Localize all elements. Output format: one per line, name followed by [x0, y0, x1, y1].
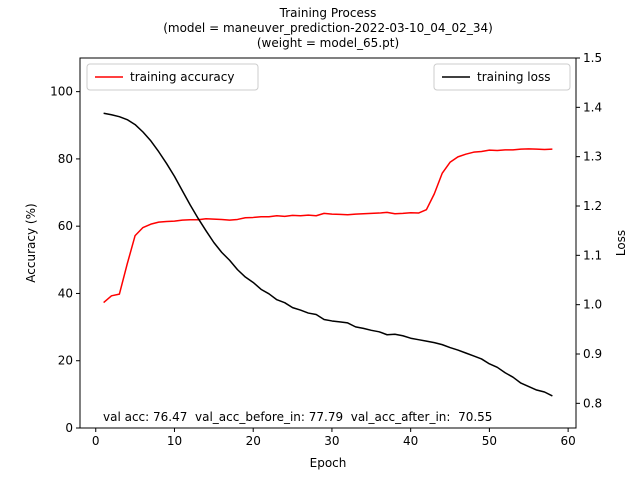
legend-label: training accuracy [130, 70, 234, 84]
y-axis-right-ticks: 0.8 0.9 1.0 1.1 1.2 1.3 1.4 1.5 [576, 51, 602, 410]
y-axis-left-ticks: 0 20 40 60 80 100 [50, 85, 80, 435]
legend-label: training loss [477, 70, 550, 84]
y-left-tick-label: 0 [65, 421, 73, 435]
x-tick-label: 30 [324, 434, 339, 448]
series-line-training-loss [103, 112, 553, 397]
y-right-tick-label: 1.3 [583, 150, 602, 164]
title-line-2: (model = maneuver_prediction-2022-03-10_… [163, 21, 493, 35]
title-line-3: (weight = model_65.pt) [257, 36, 399, 50]
x-tick-label: 0 [92, 434, 100, 448]
y-left-tick-label: 40 [58, 286, 73, 300]
y-right-tick-label: 1.2 [583, 199, 602, 213]
y-right-tick-label: 0.9 [583, 347, 602, 361]
y-left-tick-label: 60 [58, 219, 73, 233]
x-tick-label: 40 [403, 434, 418, 448]
validation-annotation: val acc: 76.47 val_acc_before_in: 77.79 … [103, 410, 492, 424]
y-right-tick-label: 1.0 [583, 298, 602, 312]
legend-box [433, 63, 571, 91]
x-tick-label: 50 [482, 434, 497, 448]
y-right-tick-label: 1.4 [583, 100, 602, 114]
y-left-tick-label: 20 [58, 354, 73, 368]
plot-frame [79, 57, 577, 429]
legend-accuracy: training accuracy [86, 63, 259, 91]
y-axis-right-label: Loss [614, 230, 628, 256]
x-tick-label: 10 [167, 434, 182, 448]
series-lines [103, 112, 553, 397]
x-axis-label: Epoch [310, 456, 347, 470]
legend-box [86, 63, 259, 91]
x-tick-label: 20 [246, 434, 261, 448]
legend-loss: training loss [433, 63, 571, 91]
y-right-tick-label: 0.8 [583, 396, 602, 410]
y-left-tick-label: 80 [58, 152, 73, 166]
title-line-1: Training Process [279, 6, 377, 20]
x-axis-ticks: 0 10 20 30 40 50 60 [92, 428, 576, 448]
x-tick-label: 60 [560, 434, 575, 448]
y-right-tick-label: 1.5 [583, 51, 602, 65]
y-left-tick-label: 100 [50, 85, 73, 99]
y-axis-left-label: Accuracy (%) [24, 203, 38, 282]
y-right-tick-label: 1.1 [583, 248, 602, 262]
chart-title: Training Process(model = maneuver_predic… [163, 6, 493, 50]
series-line-training-accuracy [103, 148, 553, 304]
